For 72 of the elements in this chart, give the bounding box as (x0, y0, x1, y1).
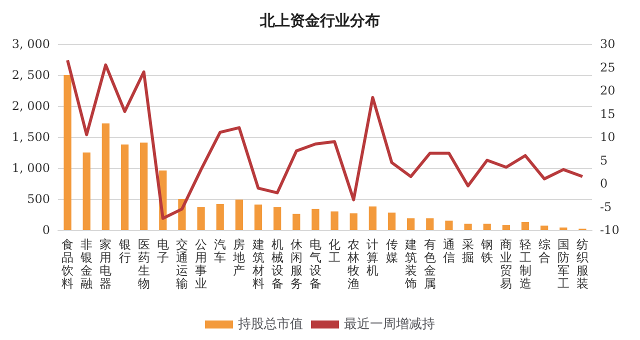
x-tick-label: 电气设备 (309, 238, 322, 290)
x-tick-label: 化工 (328, 238, 341, 264)
x-tick-label: 商业贸易 (500, 238, 512, 290)
bar (407, 218, 415, 230)
bar (540, 226, 548, 230)
x-tick-label: 银行 (118, 238, 131, 264)
line-series (66, 58, 584, 220)
bar (521, 222, 530, 230)
y2-tick-label: 20 (600, 84, 616, 98)
legend-label: 持股总市值 (238, 317, 303, 332)
x-tick-label: 电子 (156, 238, 169, 264)
bar (350, 213, 358, 230)
bar (483, 224, 491, 230)
x-tick-label: 非银金融 (80, 238, 93, 290)
x-tick-label: 农林牧渔 (346, 238, 360, 290)
bar (102, 123, 110, 230)
bar (330, 211, 338, 230)
bar (197, 207, 205, 230)
y2-tick-label: 5 (600, 153, 608, 168)
x-tick-label: 传媒 (386, 238, 398, 264)
y-tick-label: 1, 500 (12, 130, 50, 144)
x-tick-label: 机械设备 (271, 238, 284, 290)
bar (388, 212, 396, 230)
x-tick-label: 综合 (538, 238, 550, 264)
x-tick-label: 计算机 (366, 238, 379, 278)
x-tick-label: 纺织服装 (576, 238, 588, 290)
x-tick-label: 建筑材料 (251, 238, 264, 290)
y2-tick-label: -5 (600, 200, 612, 214)
x-tick-label: 休闲服务 (290, 238, 302, 290)
x-tick-label: 钢铁 (480, 238, 494, 264)
bar (464, 224, 472, 230)
bar (140, 142, 148, 230)
y-tick-label: 0 (42, 223, 50, 237)
y-tick-label: 2, 500 (12, 68, 50, 82)
bar (426, 218, 434, 230)
bar (502, 225, 510, 230)
x-tick-label: 通信 (442, 238, 455, 264)
x-tick-label: 轻工制造 (519, 238, 532, 290)
x-tick-label: 采掘 (462, 238, 474, 264)
y2-tick-label: -10 (600, 223, 620, 237)
y2-tick-label: 15 (600, 106, 616, 121)
y2-tick-label: 10 (600, 130, 616, 144)
y2-tick-label: 0 (600, 176, 608, 190)
bar (445, 220, 453, 230)
bar (274, 207, 282, 230)
bar (120, 144, 129, 230)
x-tick-label: 房地产 (232, 238, 246, 278)
bar (82, 152, 90, 230)
x-tick-label: 医药生物 (138, 238, 150, 290)
x-tick-label: 国防军工 (557, 238, 570, 290)
x-tick-label: 交通运输 (176, 238, 188, 290)
bar (235, 200, 243, 230)
x-tick-label: 汽车 (214, 238, 226, 264)
y2-tick-label: 25 (600, 60, 616, 74)
bar (292, 214, 300, 230)
x-tick-label: 建筑装饰 (404, 238, 417, 290)
y-tick-label: 1, 000 (12, 161, 50, 175)
x-tick-label: 有色金属 (424, 238, 436, 290)
bar (254, 204, 262, 230)
bar (312, 208, 320, 230)
y-tick-label: 3, 000 (12, 37, 50, 51)
legend-label: 最近一周增减持 (344, 317, 435, 332)
y2-tick-label: 30 (600, 37, 616, 51)
bar (216, 204, 224, 230)
x-tick-label: 食品饮料 (60, 238, 74, 290)
y-tick-label: 500 (27, 192, 50, 206)
bar (64, 75, 72, 230)
x-tick-label: 公用事业 (195, 238, 208, 290)
y-tick-label: 2, 000 (12, 99, 50, 113)
chart-title: 北上资金行业分布 (259, 12, 380, 30)
bar (368, 206, 376, 230)
x-tick-label: 家用电器 (100, 238, 112, 290)
